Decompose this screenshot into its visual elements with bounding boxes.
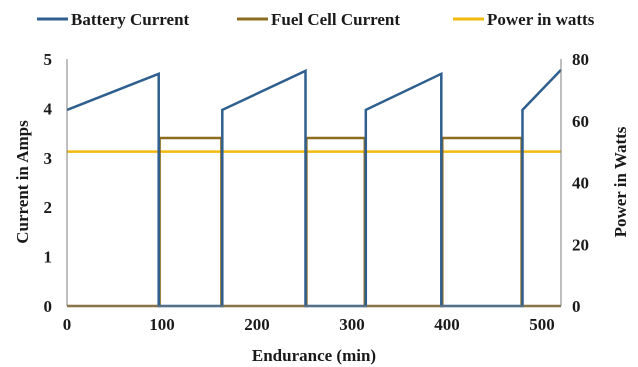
legend-label: Power in watts	[487, 10, 595, 29]
x-tick-label: 0	[63, 315, 72, 334]
x-axis-title: Endurance (min)	[252, 346, 376, 365]
legend-item: Power in watts	[453, 10, 595, 29]
y-right-tick-label: 60	[572, 112, 589, 131]
x-tick-label: 200	[244, 315, 270, 334]
axes-layer	[66, 59, 562, 307]
legend: Battery Current Fuel Cell Current Power in…	[37, 10, 595, 29]
y-left-tick-label: 2	[44, 198, 53, 217]
y-right-tick-label: 20	[572, 235, 589, 254]
series-line-battery-current	[66, 68, 562, 308]
y-axis-left-title: Current in Amps	[13, 120, 32, 244]
y-left-tick-label: 3	[44, 149, 53, 168]
series-line-fuel-cell-current	[67, 136, 561, 308]
y-right-tick-label: 80	[572, 50, 589, 69]
x-tick-label: 100	[149, 315, 175, 334]
y-right-tick-label: 0	[572, 297, 581, 316]
legend-item: Fuel Cell Current	[237, 10, 400, 29]
y-left-tick-label: 4	[44, 99, 53, 118]
y-right-tick-label: 40	[572, 174, 589, 193]
x-tick-label: 400	[434, 315, 460, 334]
y-axis-right-title: Power in Watts	[611, 126, 630, 237]
tick-labels: 0 100 200 300 400 500 0 1 2 3 4 5 0 20 40 60 80	[44, 50, 590, 334]
series-layer	[66, 68, 562, 308]
x-tick-label: 300	[339, 315, 365, 334]
legend-label: Battery Current	[71, 10, 190, 29]
x-tick-label: 500	[529, 315, 555, 334]
y-left-tick-label: 0	[44, 297, 53, 316]
y-left-tick-label: 1	[44, 248, 53, 267]
legend-label: Fuel Cell Current	[271, 10, 400, 29]
legend-item: Battery Current	[37, 10, 190, 29]
y-left-tick-label: 5	[44, 50, 53, 69]
